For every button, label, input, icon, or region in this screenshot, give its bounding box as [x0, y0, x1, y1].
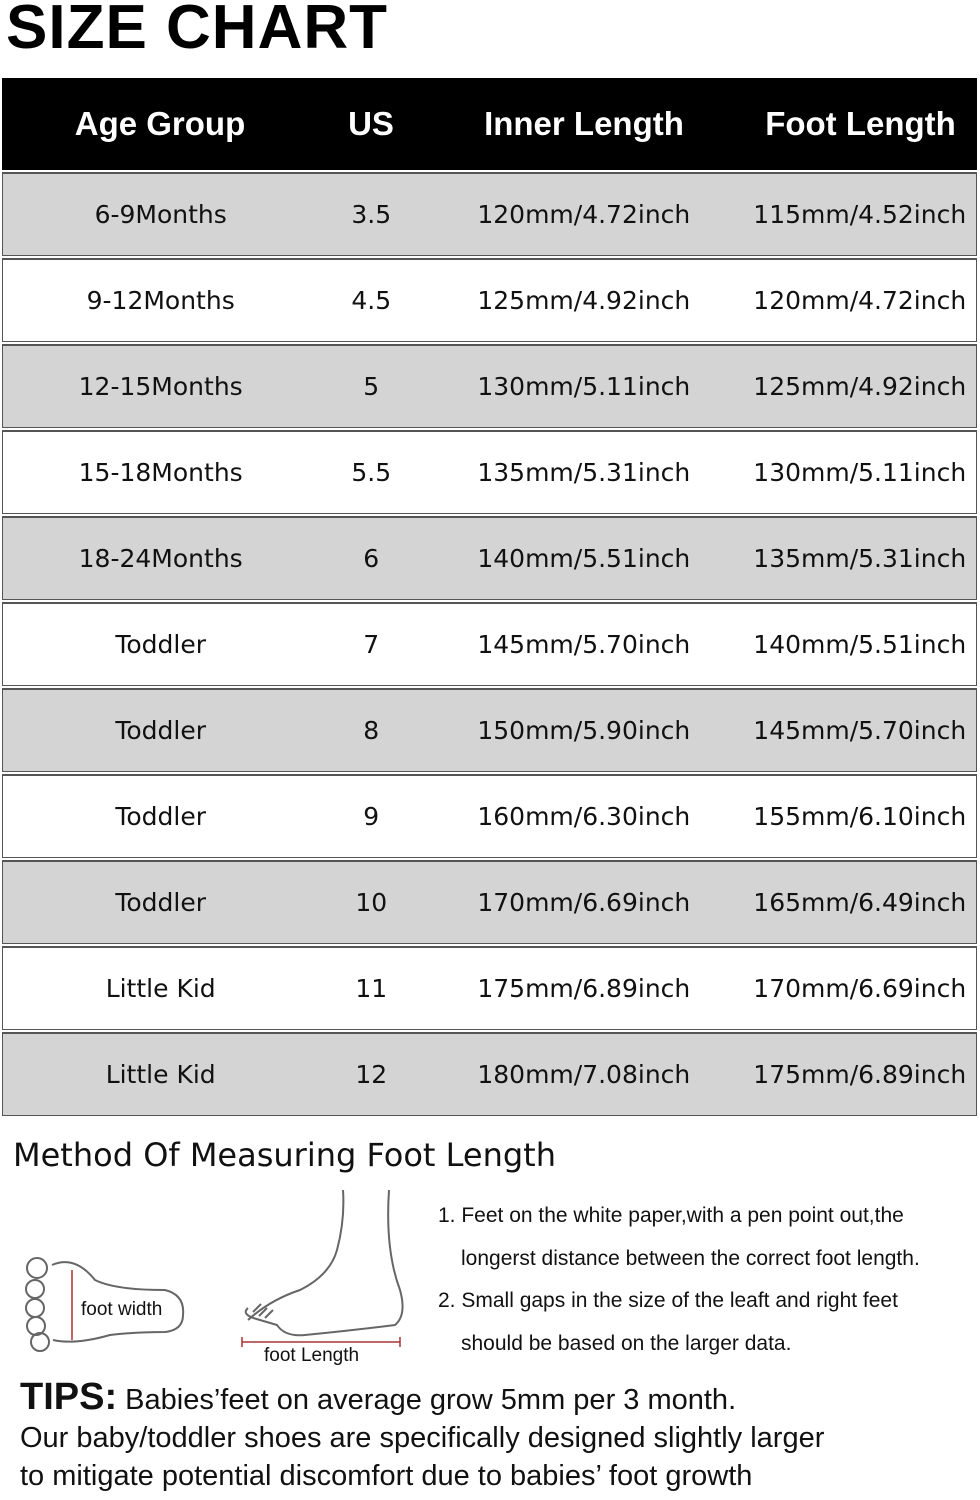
cell-us: 10 [355, 888, 388, 917]
step-2-cont: should be based on the larger data. [461, 1331, 792, 1355]
cell-us: 12 [355, 1060, 388, 1089]
cell-age-group: 15-18Months [78, 458, 243, 487]
cell-us: 7 [363, 630, 380, 659]
table-header: Age Group US Inner Length Foot Length [2, 78, 977, 170]
cell-foot-length: 120mm/4.72inch [753, 286, 967, 315]
cell-age-group: Little Kid [105, 974, 216, 1003]
cell-us: 5.5 [351, 458, 392, 487]
foot-length-label: foot Length [264, 1345, 360, 1366]
cell-foot-length: 140mm/5.51inch [753, 630, 967, 659]
cell-foot-length: 125mm/4.92inch [753, 372, 967, 401]
cell-inner-length: 170mm/6.69inch [477, 888, 691, 917]
tips-line-3: to mitigate potential discomfort due to … [20, 1460, 753, 1492]
header-us: US [348, 105, 394, 142]
cell-age-group: Toddler [115, 630, 207, 659]
foot-diagram-icon [25, 1189, 404, 1352]
cell-inner-length: 135mm/5.31inch [477, 458, 691, 487]
table-row: Toddler 10 170mm/6.69inch 165mm/6.49inch [2, 860, 977, 944]
cell-us: 11 [355, 974, 388, 1003]
header-foot-length: Foot Length [765, 105, 956, 142]
header-age-group: Age Group [74, 105, 246, 142]
cell-us: 3.5 [351, 200, 392, 229]
table-row: 9-12Months 4.5 125mm/4.92inch 120mm/4.72inc… [2, 258, 977, 342]
header-inner-length: Inner Length [484, 105, 684, 142]
table-row: 18-24Months 6 140mm/5.51inch 135mm/5.31inch [2, 516, 977, 600]
cell-foot-length: 155mm/6.10inch [753, 802, 967, 831]
cell-age-group: 18-24Months [78, 544, 243, 573]
tips-line-2: Our baby/toddler shoes are specifically … [20, 1422, 825, 1454]
table-row: 6-9Months 3.5 120mm/4.72inch 115mm/4.52inch [2, 172, 977, 256]
foot-illustrations: foot width foot Length [15, 1189, 415, 1374]
cell-foot-length: 175mm/6.89inch [753, 1060, 967, 1089]
table-row: Little Kid 12 180mm/7.08inch 175mm/6.89inch [2, 1032, 977, 1116]
step-1-cont: longerst distance between the correct fo… [461, 1246, 920, 1270]
cell-age-group: Toddler [115, 716, 207, 745]
cell-age-group: Toddler [115, 888, 207, 917]
table-row: 15-18Months 5.5 135mm/5.31inch 130mm/5.11in… [2, 430, 977, 514]
cell-foot-length: 170mm/6.69inch [753, 974, 967, 1003]
cell-inner-length: 125mm/4.92inch [477, 286, 691, 315]
cell-foot-length: 165mm/6.49inch [753, 888, 967, 917]
cell-age-group: 12-15Months [78, 372, 243, 401]
tips-line-1: Babies’feet on average grow 5mm per 3 mo… [117, 1384, 737, 1416]
cell-age-group: 9-12Months [86, 286, 235, 315]
cell-us: 9 [363, 802, 380, 831]
cell-age-group: 6-9Months [94, 200, 227, 229]
table-row: Toddler 8 150mm/5.90inch 145mm/5.70inch [2, 688, 977, 772]
cell-inner-length: 160mm/6.30inch [477, 802, 691, 831]
cell-us: 4.5 [351, 286, 392, 315]
cell-inner-length: 175mm/6.89inch [477, 974, 691, 1003]
cell-inner-length: 140mm/5.51inch [477, 544, 691, 573]
table-row: Little Kid 11 175mm/6.89inch 170mm/6.69inch [2, 946, 977, 1030]
cell-foot-length: 115mm/4.52inch [753, 200, 967, 229]
foot-width-label: foot width [81, 1299, 163, 1320]
cell-foot-length: 135mm/5.31inch [753, 544, 967, 573]
tips-label: TIPS: [20, 1376, 118, 1418]
tips: TIPS: Babies’feet on average grow 5mm pe… [20, 1378, 824, 1495]
cell-us: 8 [363, 716, 380, 745]
step-1: 1. Feet on the white paper,with a pen po… [438, 1204, 904, 1227]
cell-foot-length: 145mm/5.70inch [753, 716, 967, 745]
cell-us: 6 [363, 544, 380, 573]
method-heading: Method Of Measuring Foot Length [13, 1136, 556, 1174]
table-row: 12-15Months 5 130mm/5.11inch 125mm/4.92inch [2, 344, 977, 428]
table-row: Toddler 9 160mm/6.30inch 155mm/6.10inch [2, 774, 977, 858]
cell-inner-length: 145mm/5.70inch [477, 630, 691, 659]
step-2: 2. Small gaps in the size of the leaft a… [438, 1289, 898, 1312]
page-title: SIZE CHART [6, 0, 388, 62]
cell-us: 5 [363, 372, 380, 401]
table-row: Toddler 7 145mm/5.70inch 140mm/5.51inch [2, 602, 977, 686]
size-table: Age Group US Inner Length Foot Length 6-… [2, 78, 977, 1116]
cell-foot-length: 130mm/5.11inch [753, 458, 967, 487]
cell-inner-length: 150mm/5.90inch [477, 716, 691, 745]
cell-age-group: Little Kid [105, 1060, 216, 1089]
cell-inner-length: 180mm/7.08inch [477, 1060, 691, 1089]
cell-age-group: Toddler [115, 802, 207, 831]
cell-inner-length: 120mm/4.72inch [477, 200, 691, 229]
cell-inner-length: 130mm/5.11inch [477, 372, 691, 401]
measuring-steps: 1. Feet on the white paper,with a pen po… [438, 1195, 920, 1365]
